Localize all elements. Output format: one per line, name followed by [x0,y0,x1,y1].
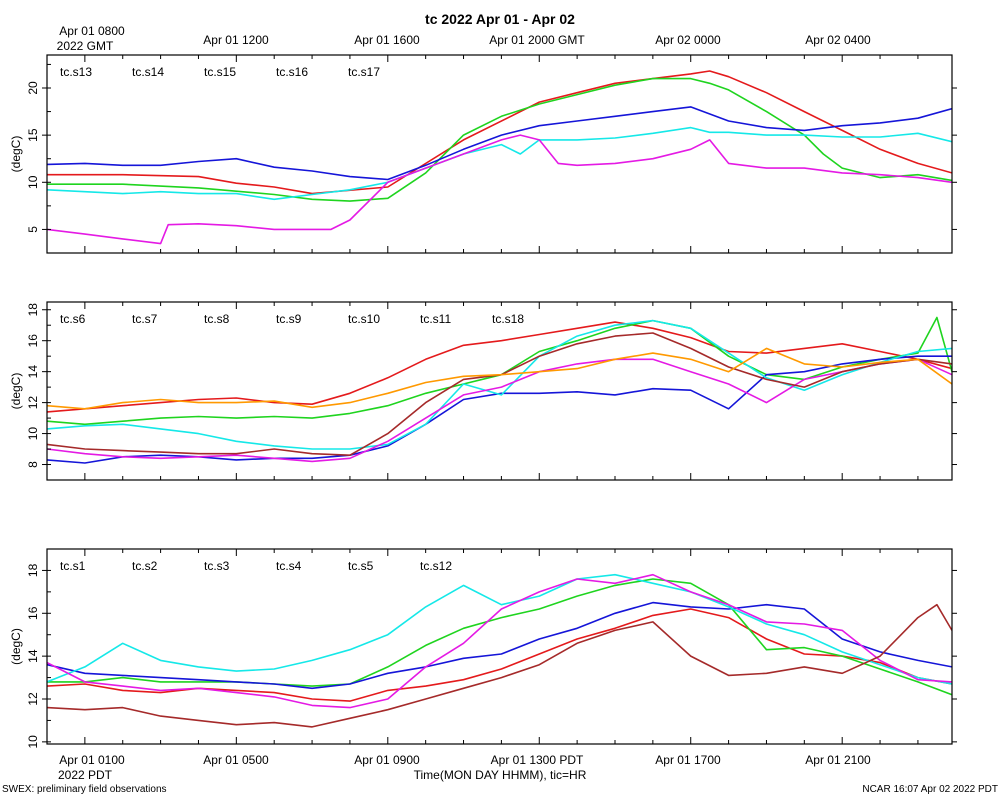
series-line-tc-s8 [47,355,952,464]
legend-entry: tc.s6 [60,312,86,326]
legend-entry: tc.s1 [60,559,86,573]
y-axis-title: (degC) [9,136,23,173]
top-axis-timezone-label: 2022 GMT [57,39,114,53]
top-axis-tick-label: Apr 01 1600 [354,33,420,47]
chart-panel-1: 5 10 15 20 (degC) tc.s13 tc.s14 tc.s15 tc.s16 tc.… [9,54,957,254]
bottom-axis-tick-label: Apr 01 1700 [655,753,721,767]
x-axis-title: Time(MON DAY HHMM), tic=HR [414,768,587,782]
footer-source-note: SWEX: preliminary field observations [2,784,167,795]
legend-entry: tc.s8 [204,312,230,326]
series-line-tc-s12 [47,603,952,728]
y-axis-tick-label: 5 [26,226,40,233]
series-line-tc-s3 [47,601,952,690]
legend-entry: tc.s15 [204,65,236,79]
chart-panel-2: 8 10 12 14 16 18 (degC) tc.s6 tc.s7 tc.s8 tc.s9 tc.… [9,301,957,481]
y-axis-tick-label: 16 [26,334,40,348]
legend-entry: tc.s14 [132,65,164,79]
footer-timestamp: NCAR 16:07 Apr 02 2022 PDT [862,784,998,795]
series-line-tc-s4 [47,573,952,685]
y-axis-tick-label: 8 [26,461,40,468]
legend-entry: tc.s3 [204,559,230,573]
bottom-axis-tick-label: Apr 01 1300 PDT [491,753,584,767]
bottom-axis-tick-label: Apr 01 2100 [805,753,871,767]
series-line-tc-s14 [47,77,952,202]
series-line-tc-s7 [47,316,952,426]
y-axis-tick-label: 12 [26,396,40,410]
y-axis-tick-label: 14 [26,365,40,379]
top-axis-tick-label: Apr 02 0400 [805,33,871,47]
bottom-axis-tick-label: Apr 01 0100 [59,753,125,767]
chart-title: tc 2022 Apr 01 - Apr 02 [425,11,575,27]
y-axis-title: (degC) [9,628,23,665]
chart-panel-3: 10 12 14 16 18 (degC) tc.s1 tc.s2 tc.s3 tc.s4 tc.s… [9,548,957,749]
y-axis-tick-label: 10 [26,427,40,441]
y-axis-tick-label: 18 [26,303,40,317]
plot-frame [46,548,953,745]
y-axis-tick-label: 12 [26,692,40,706]
legend-entry: tc.s13 [60,65,92,79]
series-line-tc-s6 [47,321,952,413]
series-line-tc-s9 [47,319,952,450]
y-axis-tick-label: 10 [26,175,40,189]
series-line-tc-s16 [47,126,952,201]
legend-entry: tc.s16 [276,65,308,79]
series-line-tc-s17 [47,134,952,245]
plot-frame [46,301,953,481]
bottom-time-axis: Apr 01 0100 Apr 01 0500 Apr 01 0900 Apr … [58,753,871,782]
legend-entry: tc.s7 [132,312,158,326]
top-axis-tick-label: Apr 01 1200 [203,33,269,47]
series-line-tc-s5 [47,573,952,709]
legend-entry: tc.s5 [348,559,374,573]
legend-entry: tc.s12 [420,559,452,573]
legend-entry: tc.s11 [420,312,451,326]
top-axis-tick-label: Apr 01 0800 [59,24,125,38]
series-line-tc-s10 [47,358,952,463]
top-axis-tick-label: Apr 01 2000 GMT [489,33,585,47]
series-line-tc-s13 [47,70,952,195]
series-line-tc-s2 [47,578,952,696]
y-axis-tick-label: 18 [26,563,40,577]
bottom-axis-tick-label: Apr 01 0500 [203,753,269,767]
y-axis-tick-label: 20 [26,81,40,95]
y-axis-tick-label: 10 [26,735,40,749]
legend-entry: tc.s4 [276,559,302,573]
bottom-axis-tick-label: Apr 01 0900 [354,753,420,767]
series-line-tc-s18 [47,347,952,410]
y-axis-tick-label: 16 [26,606,40,620]
y-axis-tick-label: 14 [26,649,40,663]
y-axis-title: (degC) [9,373,23,410]
legend-entry: tc.s17 [348,65,380,79]
legend-entry: tc.s18 [492,312,524,326]
legend-entry: tc.s10 [348,312,380,326]
series-line-tc-s15 [47,106,952,181]
legend-entry: tc.s2 [132,559,158,573]
bottom-axis-timezone-label: 2022 PDT [58,768,113,782]
top-time-axis: Apr 01 0800 Apr 01 1200 Apr 01 1600 Apr … [57,24,871,53]
plot-frame [46,54,953,254]
top-axis-tick-label: Apr 02 0000 [655,33,721,47]
legend-entry: tc.s9 [276,312,302,326]
y-axis-tick-label: 15 [26,128,40,142]
series-line-tc-s1 [47,608,952,702]
